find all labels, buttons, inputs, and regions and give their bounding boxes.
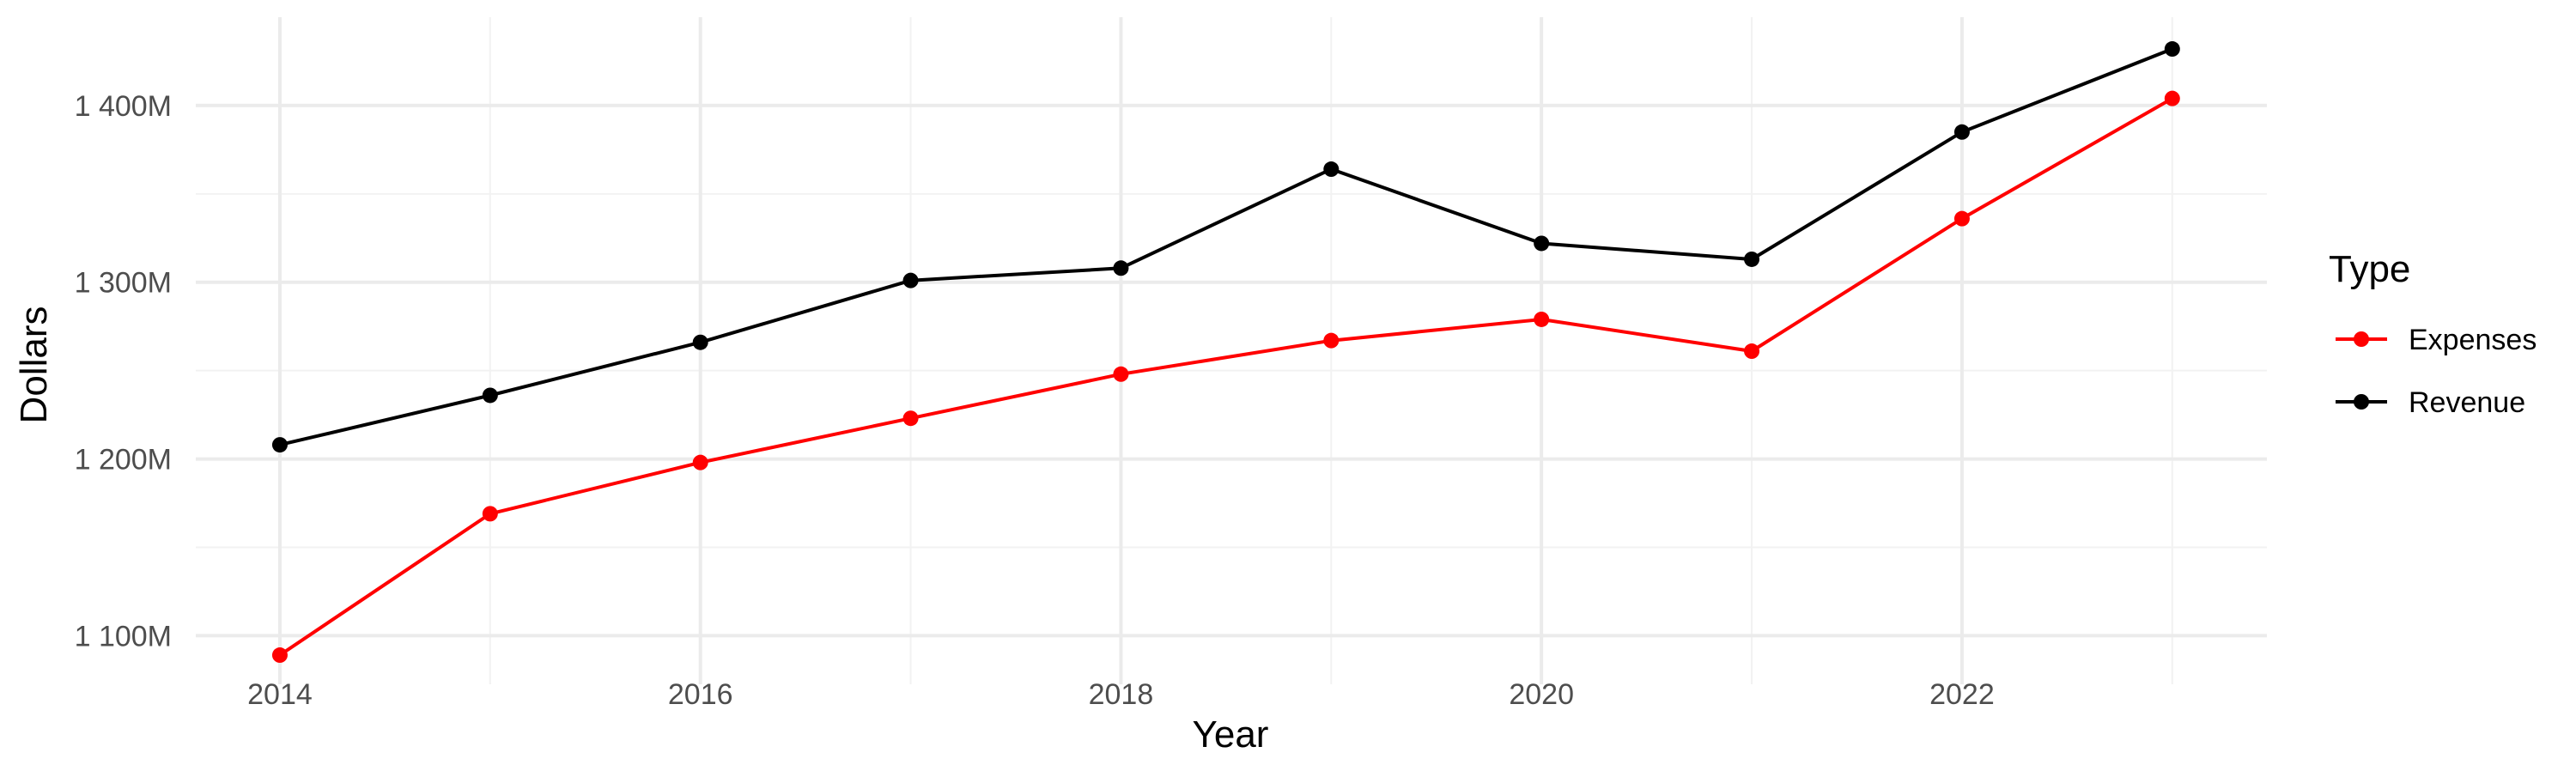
legend-label: Revenue: [2409, 386, 2525, 419]
legend-key-point: [2354, 331, 2369, 347]
series-line-revenue: [279, 47, 2173, 447]
data-point-revenue: [902, 272, 919, 288]
data-point-expenses: [902, 410, 919, 427]
data-point-expenses: [271, 647, 288, 664]
x-tick-label: 2016: [668, 678, 733, 711]
legend: Type Expenses Revenue: [2329, 248, 2537, 419]
grid: [196, 17, 2267, 684]
data-point-expenses: [1323, 332, 1340, 349]
data-point-revenue: [692, 334, 708, 350]
data-point-expenses: [2164, 90, 2180, 106]
data-point-expenses: [692, 454, 708, 470]
data-point-expenses: [1534, 311, 1550, 327]
x-tick-label: 2022: [1929, 678, 1995, 711]
y-tick-label: 1 400M: [75, 90, 172, 123]
y-tick-label: 1 300M: [75, 267, 172, 300]
legend-title: Type: [2329, 248, 2410, 290]
tick-labels: 2014 2016 2018 2020 2022 1 100M 1 200M 1 300M 1 …: [75, 90, 1995, 711]
data-point-revenue: [1534, 235, 1550, 252]
x-tick-label: 2014: [247, 678, 313, 711]
data-point-revenue: [1744, 251, 1760, 267]
data-point-revenue: [1323, 161, 1340, 178]
data-point-expenses: [1113, 366, 1129, 382]
series-points: [271, 41, 2180, 664]
series-lines: [278, 47, 2173, 657]
legend-item-revenue: Revenue: [2336, 386, 2525, 419]
y-tick-label: 1 200M: [75, 444, 172, 477]
series-line-expenses: [278, 96, 2173, 657]
data-point-revenue: [482, 387, 498, 404]
data-point-revenue: [271, 437, 288, 453]
data-point-expenses: [482, 506, 498, 522]
data-point-revenue: [2164, 41, 2180, 58]
legend-label: Expenses: [2409, 324, 2537, 356]
data-point-expenses: [1744, 343, 1760, 360]
x-tick-label: 2018: [1089, 678, 1154, 711]
data-point-revenue: [1113, 260, 1129, 276]
data-point-expenses: [1953, 210, 1970, 227]
legend-item-expenses: Expenses: [2336, 324, 2537, 356]
x-tick-label: 2020: [1509, 678, 1574, 711]
x-axis-title: Year: [1193, 713, 1269, 756]
y-axis-title: Dollars: [13, 307, 55, 424]
data-point-revenue: [1953, 124, 1970, 140]
y-tick-label: 1 100M: [75, 620, 172, 653]
legend-key-point: [2354, 394, 2369, 410]
